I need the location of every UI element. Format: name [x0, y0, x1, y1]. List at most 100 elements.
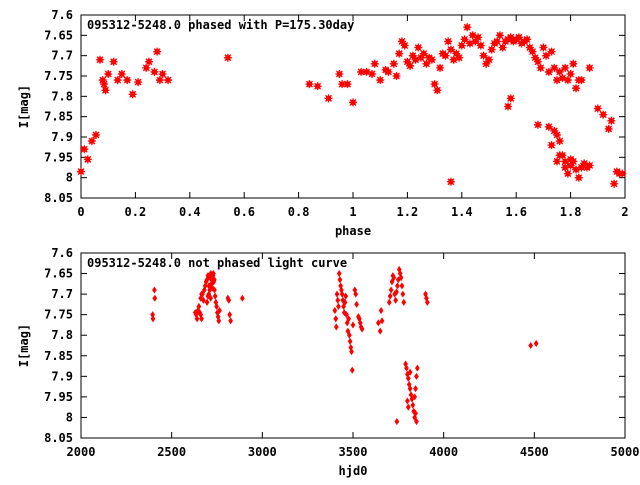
x-tick-label: 1 [349, 205, 356, 219]
data-point [101, 86, 110, 95]
data-point [400, 290, 406, 298]
data-point [561, 163, 570, 172]
data-point [164, 76, 173, 85]
data-point [547, 47, 556, 56]
data-point [214, 302, 219, 310]
data-point [394, 418, 400, 426]
phased-light-curve-panel: 095312-5248.0 phased with P=175.30day ph… [17, 8, 629, 238]
data-point [349, 98, 357, 107]
data-point [401, 298, 407, 306]
data-point [413, 385, 418, 393]
data-point [408, 51, 417, 60]
data-point [223, 53, 232, 62]
data-point [563, 76, 572, 85]
data-point [113, 76, 122, 85]
data-point [405, 397, 410, 405]
data-point [455, 53, 464, 62]
data-point [572, 84, 581, 93]
data-point [199, 315, 204, 323]
data-point [427, 55, 436, 64]
data-point [610, 179, 619, 188]
data-point [414, 372, 419, 380]
data-point [417, 53, 425, 62]
data-point [100, 80, 109, 89]
data-point [555, 137, 564, 146]
data-point [399, 282, 405, 290]
data-point [153, 47, 162, 56]
x-tick-label: 3500 [339, 445, 368, 459]
x-tick-label: 4500 [520, 445, 549, 459]
data-point [406, 61, 415, 70]
data-point [414, 43, 423, 52]
data-point [342, 298, 348, 306]
data-point [210, 274, 215, 282]
data-point [550, 126, 559, 135]
data-point [77, 167, 85, 176]
data-point [533, 120, 542, 129]
data-point [80, 145, 89, 154]
axis-ticks: 0 0.2 0.4 0.6 0.8 1 1.2 1.4 1.6 1.8 2 7.6 7.65 7.7 7.7… [44, 8, 629, 219]
x-tick-label: 1.2 [397, 205, 419, 219]
data-point [332, 307, 338, 315]
data-point [411, 55, 420, 64]
data-point [487, 45, 496, 54]
data-point [452, 49, 461, 58]
data-point [566, 69, 575, 78]
data-point [128, 90, 137, 99]
y-tick-label: 7.65 [44, 267, 73, 281]
data-point [553, 76, 561, 85]
data-point [333, 323, 339, 331]
data-point [542, 51, 551, 60]
x-tick-label: 5000 [611, 445, 640, 459]
data-point [585, 161, 594, 170]
data-point [407, 385, 413, 393]
panel-title: 095312-5248.0 not phased light curve [87, 256, 347, 270]
x-axis-title: hjd0 [339, 464, 368, 478]
y-tick-label: 7.85 [44, 349, 73, 363]
x-tick-label: 2500 [157, 445, 186, 459]
data-point [96, 55, 105, 64]
data-point [533, 57, 542, 66]
data-point [460, 35, 469, 44]
data-point [498, 43, 507, 52]
data-point [198, 294, 204, 302]
data-point [226, 296, 232, 304]
data-point [354, 300, 359, 308]
data-point [577, 76, 586, 85]
data-point [194, 315, 200, 323]
data-point [577, 163, 586, 172]
data-point [558, 74, 567, 83]
data-point [430, 80, 439, 89]
data-point [91, 130, 100, 139]
data-point [376, 76, 385, 85]
data-point [506, 33, 515, 42]
data-point [407, 368, 413, 376]
data-point [208, 294, 214, 302]
data-point [368, 69, 377, 78]
data-point [98, 76, 107, 85]
data-point [395, 282, 400, 290]
data-point [359, 325, 365, 333]
data-point [553, 130, 561, 139]
data-point [379, 317, 385, 325]
data-point [336, 270, 342, 278]
data-point [569, 59, 578, 68]
data-points [77, 23, 627, 188]
data-point [403, 57, 412, 66]
data-point [362, 67, 371, 76]
x-tick-label: 0.8 [288, 205, 310, 219]
data-point [485, 55, 493, 64]
data-point [196, 302, 202, 310]
data-point [539, 43, 548, 52]
data-point [201, 286, 207, 294]
data-point [338, 80, 347, 89]
data-point [207, 286, 213, 294]
data-point [212, 286, 217, 294]
data-point [531, 53, 540, 62]
data-point [506, 94, 515, 103]
data-point [134, 78, 143, 87]
y-axis-title: I[mag] [17, 324, 31, 367]
y-tick-label: 8.05 [44, 431, 73, 445]
data-point [563, 169, 572, 178]
data-point [404, 364, 409, 372]
